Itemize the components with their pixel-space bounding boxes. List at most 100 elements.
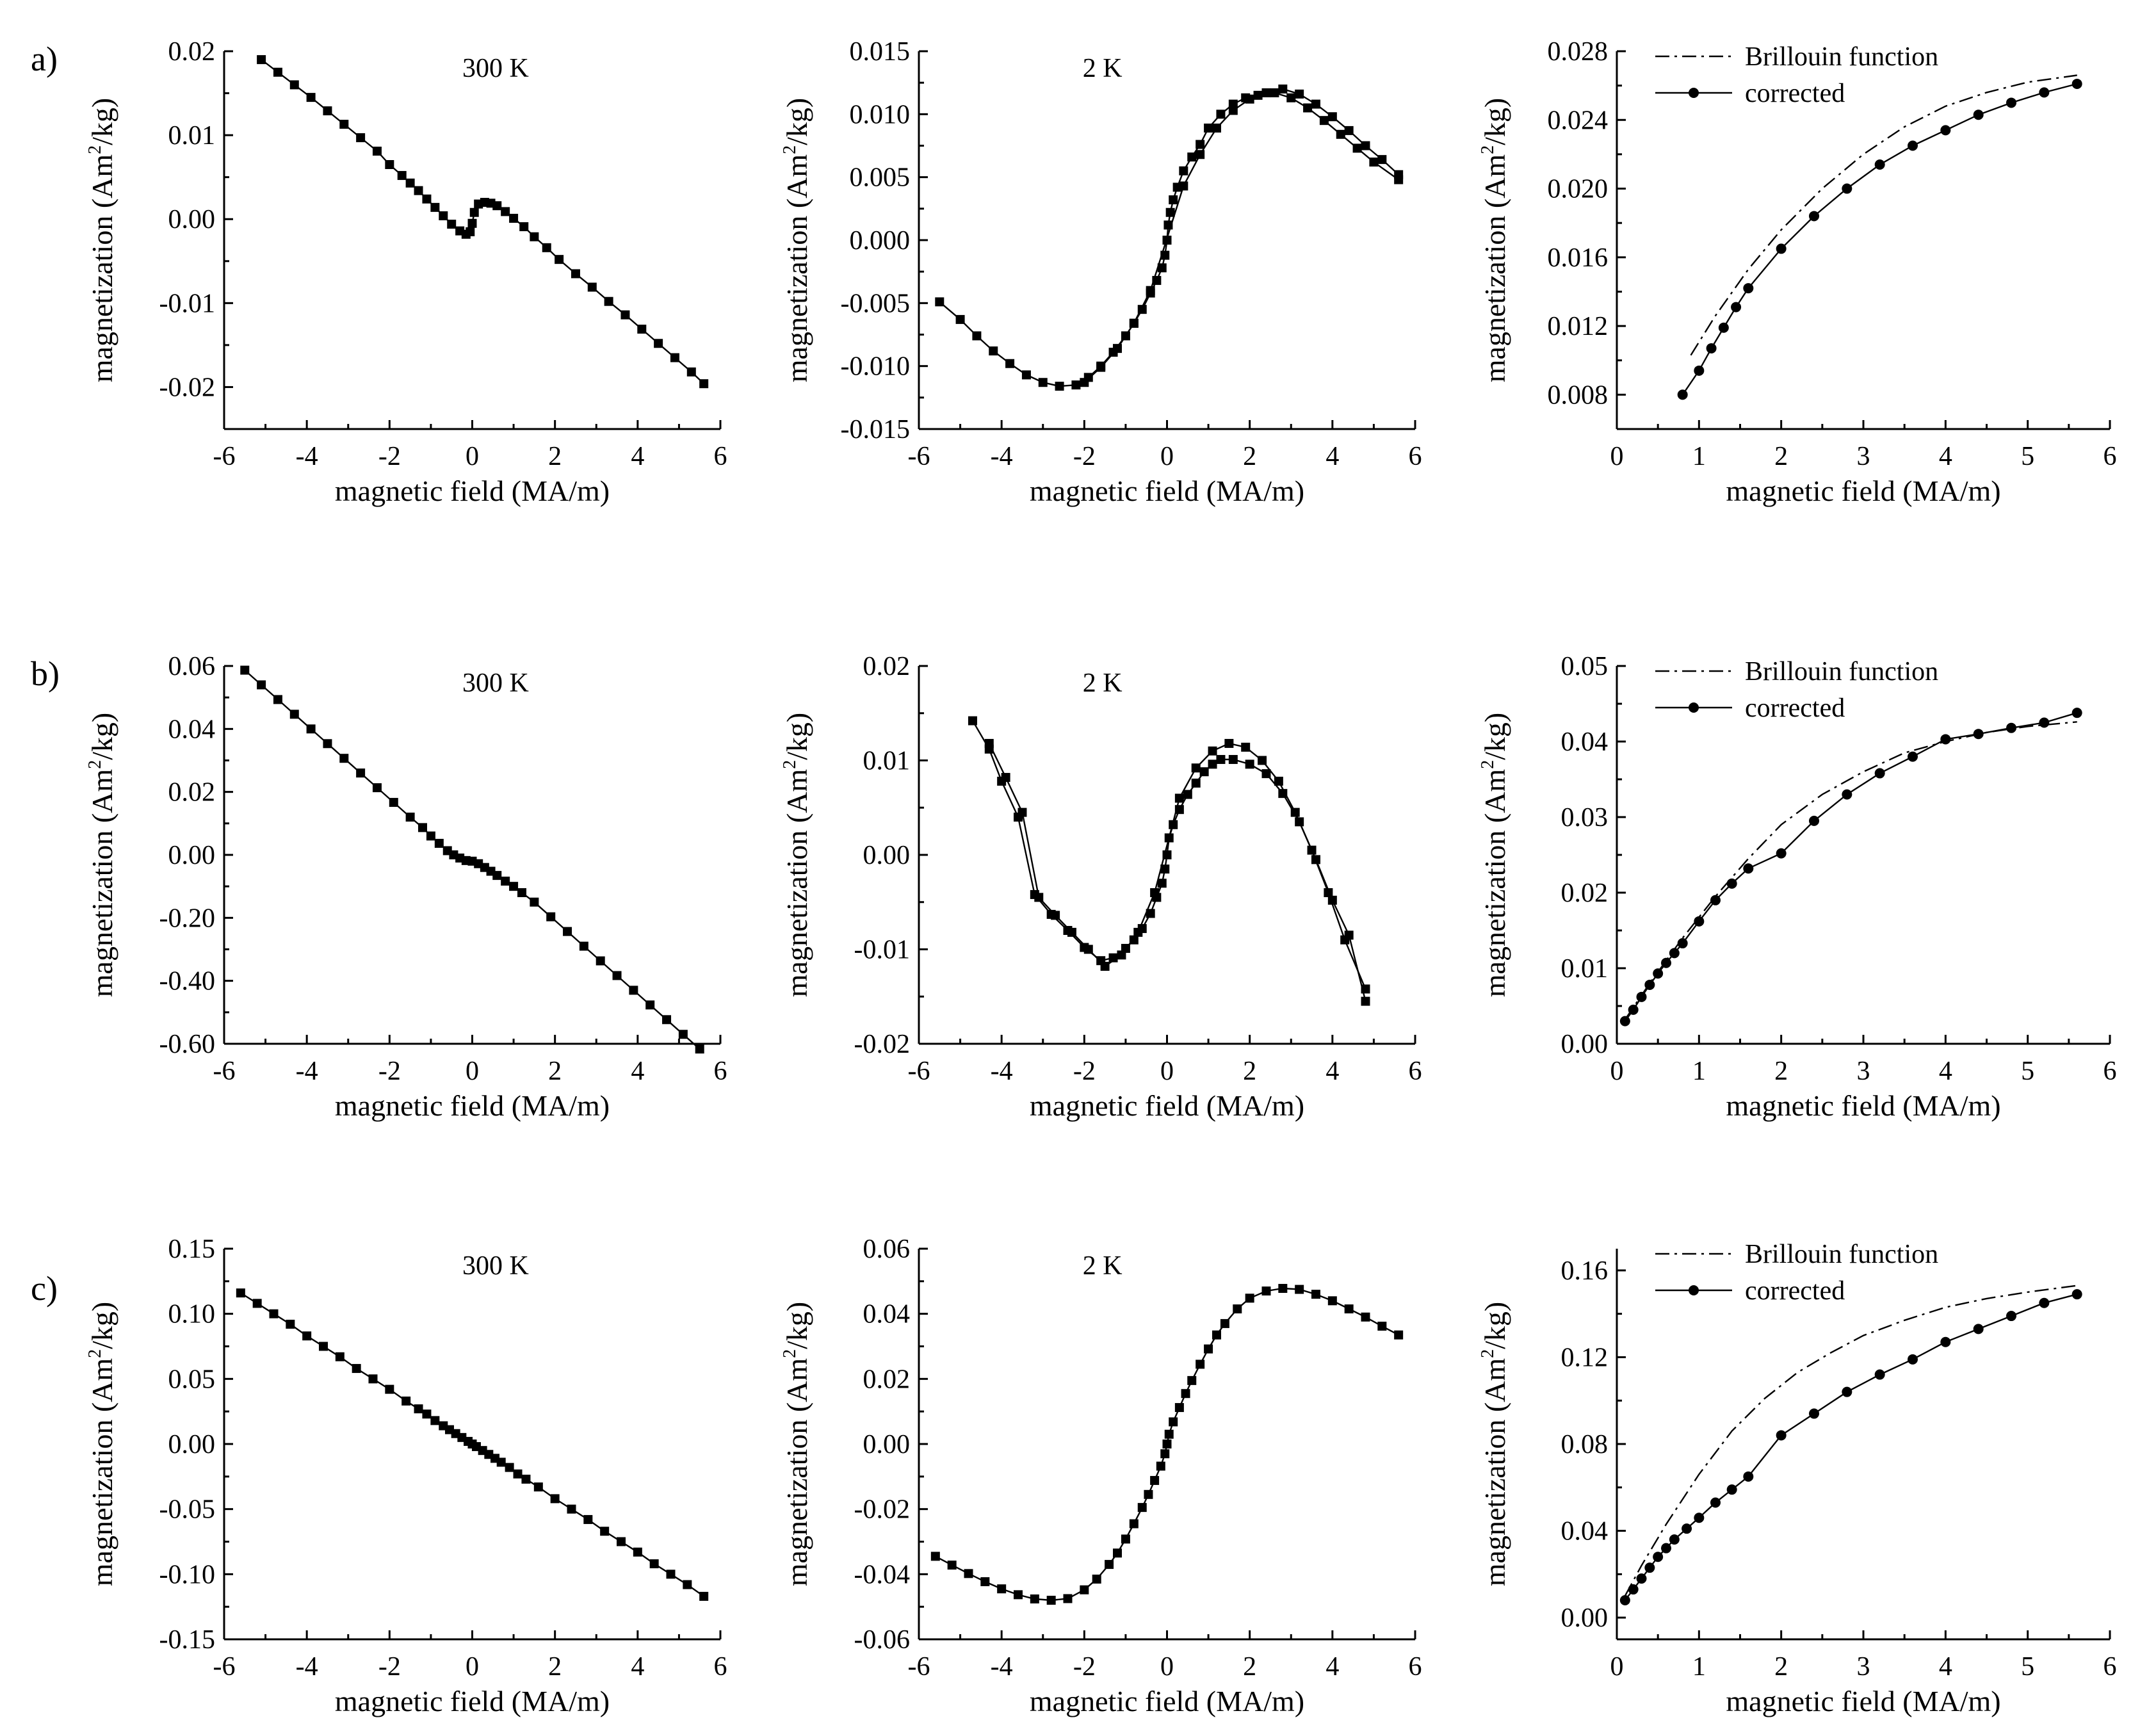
y-tick-label: 0.15	[168, 1235, 216, 1264]
data-point	[1278, 1284, 1288, 1294]
data-point	[2039, 1297, 2050, 1308]
data-point	[1661, 1543, 1671, 1553]
data-point	[604, 296, 613, 306]
x-tick-label: 2	[1774, 442, 1788, 471]
data-point	[955, 314, 965, 324]
data-point	[1021, 370, 1031, 380]
data-point	[513, 1469, 523, 1479]
chart-c1: -6 -4 -2 0 2 4 6 -0.15 -0.10 -0.05 0.00 0.05 0.10 0.1…	[85, 1235, 727, 1717]
y-axis-label-sup: 2	[1478, 760, 1498, 769]
data-point	[385, 160, 394, 169]
data-point	[1776, 243, 1787, 254]
data-point	[542, 243, 551, 252]
temperature-annotation: 2 K	[1083, 1251, 1123, 1281]
y-axis-label-unit: /kg)	[1479, 1302, 1511, 1349]
y-tick-label: -0.04	[854, 1560, 911, 1589]
data-point	[1278, 789, 1288, 799]
data-point	[1113, 344, 1122, 353]
x-axis-label: magnetic field (MA/m)	[1030, 475, 1304, 507]
data-point	[1220, 1318, 1229, 1328]
data-point	[620, 310, 630, 320]
y-tick-label: 0.06	[168, 652, 216, 681]
row-label-a: a)	[31, 40, 58, 78]
series-line-down	[988, 742, 1366, 989]
data-point	[1369, 158, 1379, 167]
y-tick-label: 0.00	[1561, 1603, 1609, 1633]
data-point	[654, 339, 663, 348]
data-point	[1726, 1484, 1737, 1495]
data-point	[1196, 140, 1205, 149]
data-point	[629, 986, 638, 995]
data-point	[1694, 1513, 1705, 1523]
data-point	[662, 1015, 672, 1025]
data-point	[1973, 729, 1984, 740]
y-axis-label: magnetization (Am2/kg)	[780, 1302, 813, 1587]
data-point	[306, 724, 316, 734]
data-point	[1001, 773, 1010, 783]
data-point	[405, 178, 415, 188]
data-point	[567, 1504, 576, 1514]
y-tick-label: -0.06	[854, 1625, 911, 1655]
data-point	[509, 213, 519, 223]
data-point	[389, 798, 398, 807]
data-point	[1361, 141, 1370, 150]
data-point	[273, 695, 282, 704]
data-point	[1295, 89, 1304, 99]
x-tick-label: 2	[1243, 442, 1256, 471]
data-point	[1874, 768, 1885, 779]
data-point	[1165, 207, 1175, 217]
data-point	[1636, 1573, 1647, 1584]
chart-a2: -6 -4 -2 0 2 4 6 -0.015 -0.010 -0.005 0.000 0.005 0.…	[780, 37, 1422, 507]
data-point	[1014, 1590, 1023, 1600]
temperature-annotation: 300 K	[462, 54, 529, 83]
y-tick-label: 0.02	[863, 1365, 911, 1394]
data-point	[414, 1404, 423, 1414]
data-point	[997, 1584, 1007, 1594]
data-point	[695, 1044, 704, 1054]
chart-a3: 0 1 2 3 4 5 6 0.008 0.012 0.016 0.020 0.024 0.028 mag…	[1478, 37, 2117, 507]
x-tick-label: 4	[631, 442, 644, 471]
y-tick-label: 0.00	[863, 841, 911, 870]
data-point	[1324, 888, 1333, 897]
data-point	[683, 1580, 692, 1589]
x-tick-label: -2	[1073, 442, 1096, 471]
data-point	[1319, 116, 1329, 126]
legend-corrected-marker	[1689, 1285, 1699, 1295]
series-line-brillouin-function	[1624, 1285, 2077, 1596]
x-tick-label: 5	[2021, 1057, 2034, 1086]
y-tick-label: -0.01	[854, 936, 911, 965]
x-tick-label: 4	[631, 1652, 644, 1682]
data-point	[1121, 1534, 1130, 1544]
y-axis-label-unit: /kg)	[1479, 713, 1511, 760]
y-axis-label-unit: /kg)	[781, 98, 813, 145]
data-point	[1245, 94, 1254, 104]
data-point	[563, 927, 572, 936]
data-point	[1187, 1375, 1197, 1385]
data-point	[1973, 110, 1984, 120]
x-tick-label: -4	[296, 1652, 318, 1682]
data-point	[422, 194, 432, 204]
y-axis-label-sup: 2	[780, 1349, 800, 1358]
data-point	[1183, 790, 1192, 799]
chart-b3: 0 1 2 3 4 5 6 0.00 0.01 0.02 0.03 0.04 0.05 magnetic …	[1478, 652, 2117, 1122]
data-point	[519, 222, 529, 232]
data-point	[678, 1030, 688, 1039]
data-point	[1619, 1016, 1630, 1026]
x-tick-label: 4	[1939, 1057, 1952, 1086]
y-tick-label: 0.04	[168, 715, 216, 744]
data-point	[286, 1319, 295, 1329]
y-axis-label-text: magnetization (Am	[781, 154, 813, 383]
data-point	[509, 882, 519, 891]
data-point	[1245, 1294, 1254, 1303]
y-axis-label-text: magnetization (Am	[1479, 154, 1511, 383]
data-point	[1017, 807, 1027, 817]
legend-corrected-label: corrected	[1745, 694, 1845, 723]
data-point	[1261, 1286, 1271, 1296]
data-point	[252, 1299, 262, 1308]
data-point	[579, 941, 588, 951]
data-point	[302, 1331, 312, 1341]
data-point	[1361, 996, 1370, 1006]
data-point	[1241, 742, 1251, 752]
data-point	[583, 1514, 593, 1524]
y-tick-label: 0.008	[1548, 380, 1609, 410]
